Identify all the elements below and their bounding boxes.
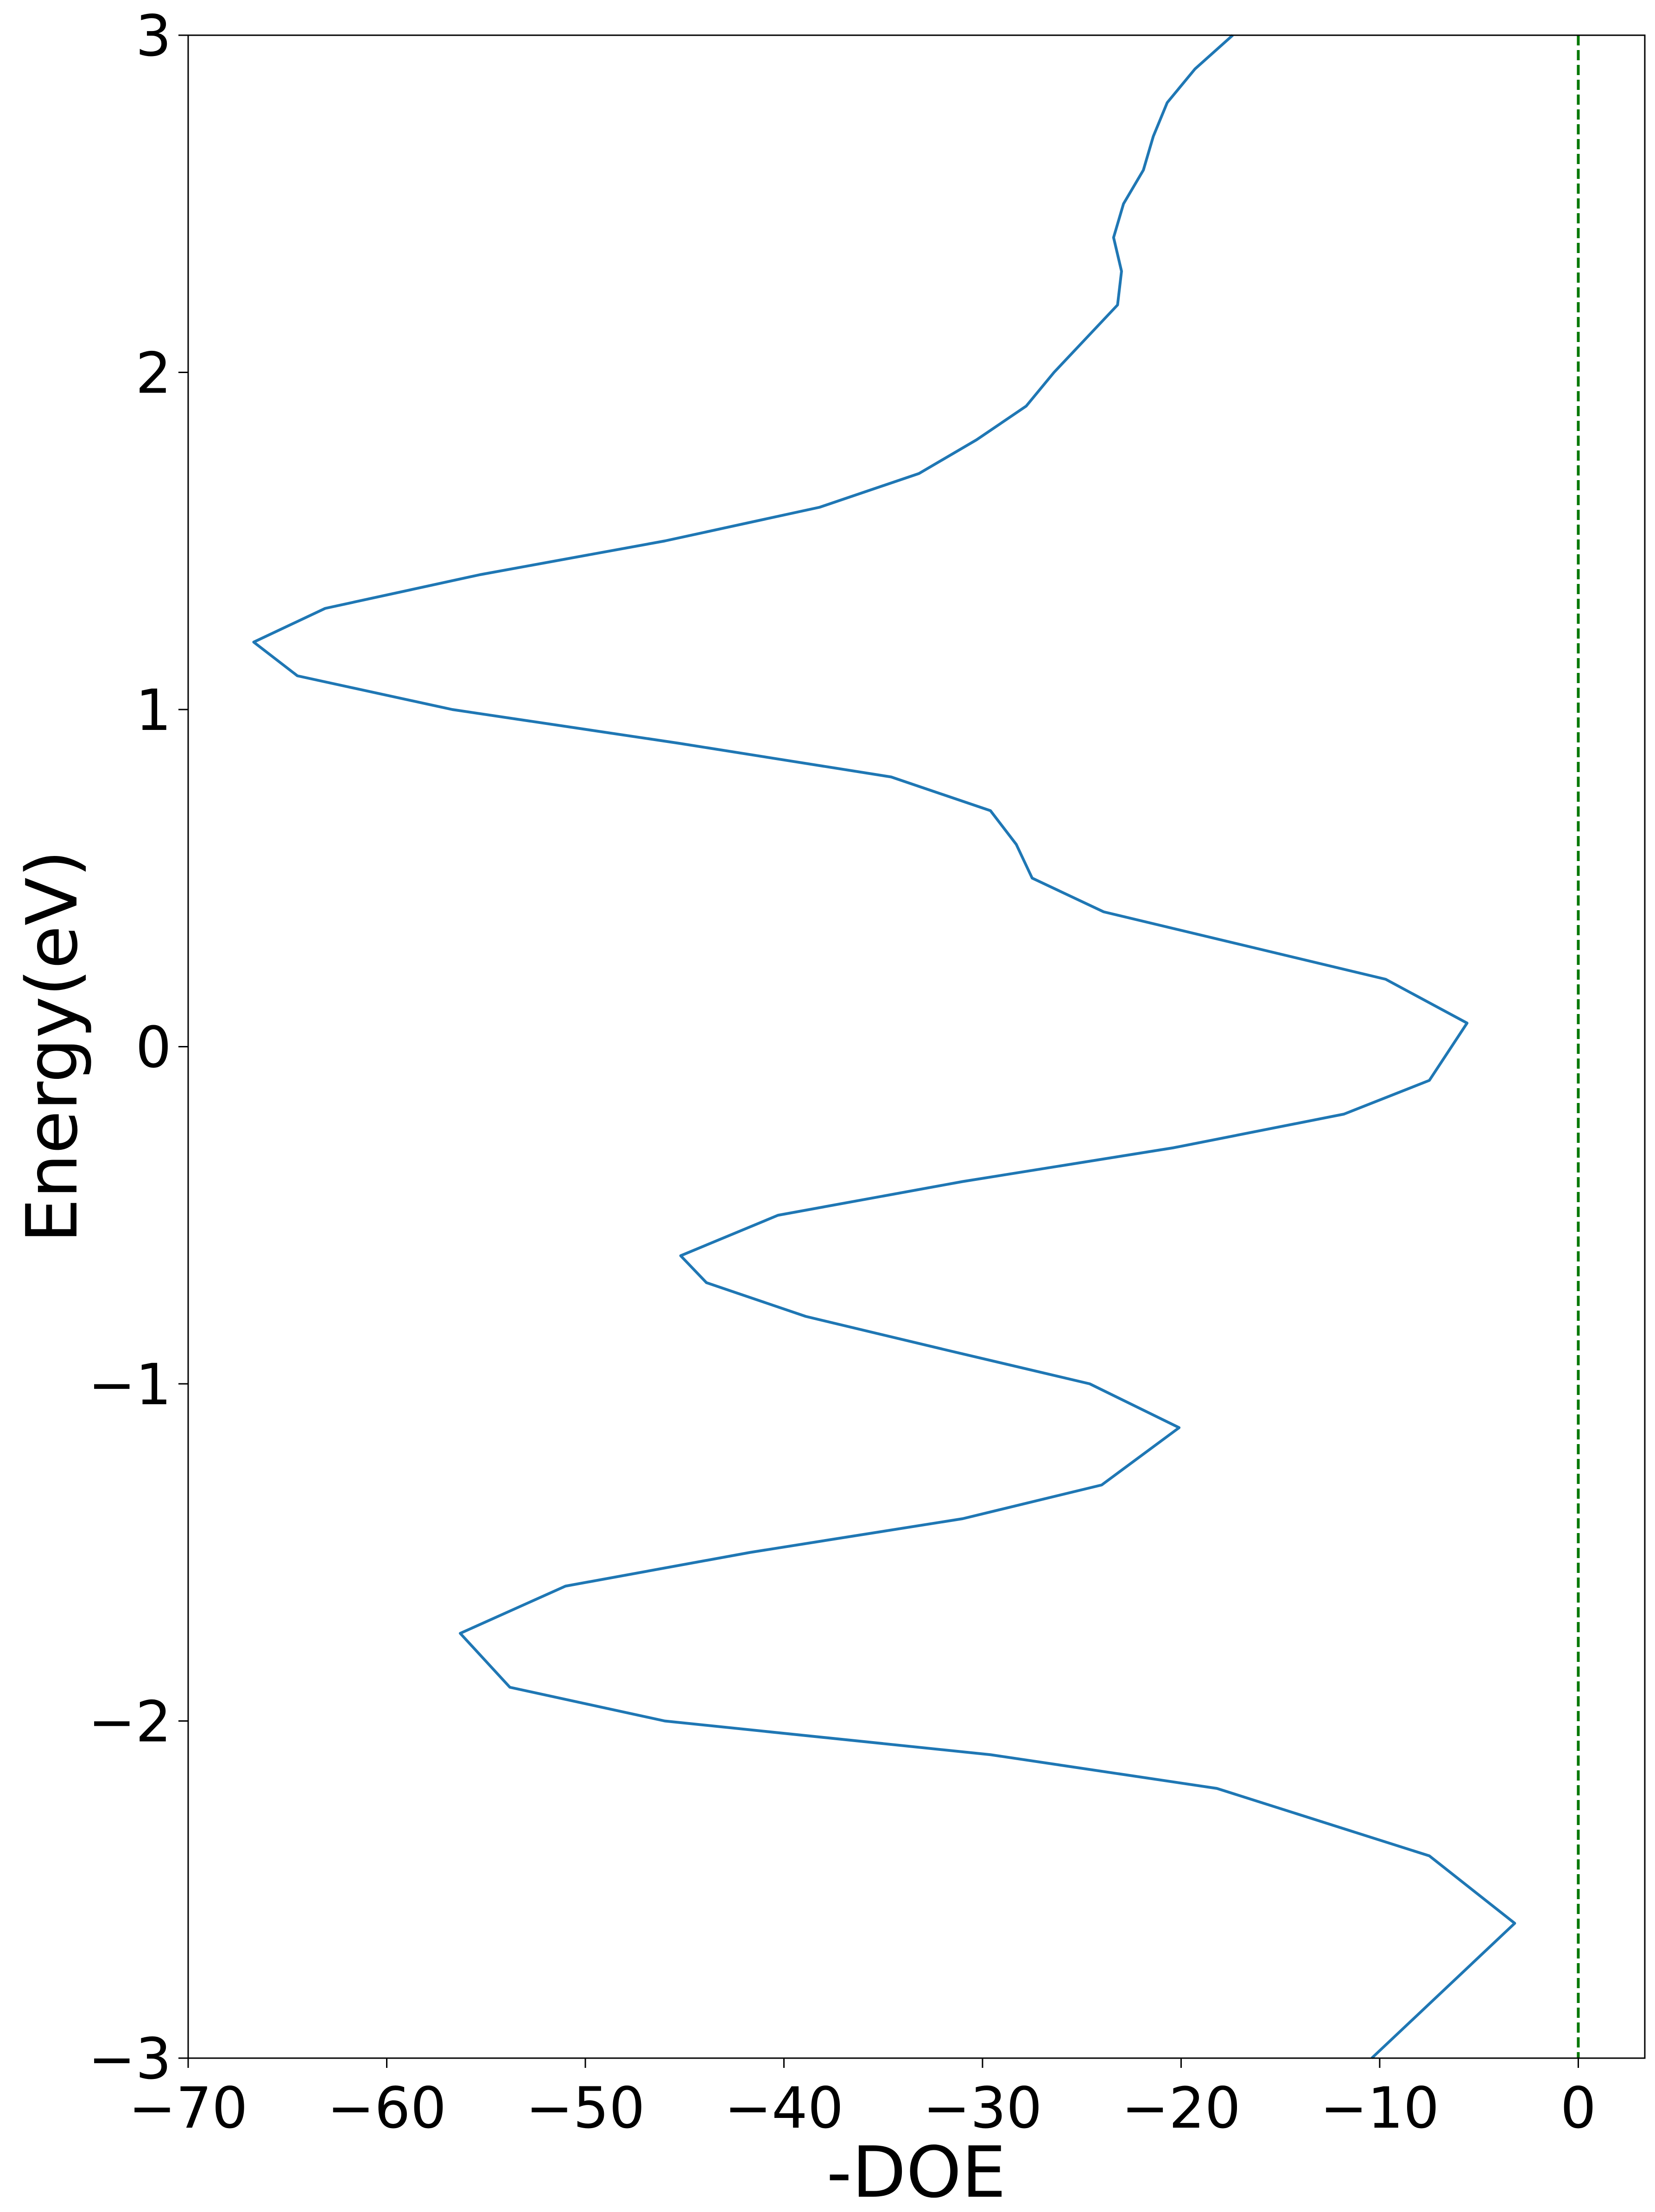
y-tick-label: −2	[88, 1689, 171, 1755]
x-tick-label: −10	[1320, 2075, 1439, 2141]
x-axis-label: -DOE	[826, 2131, 1006, 2212]
x-tick-label: 0	[1560, 2075, 1597, 2141]
y-tick-label: −1	[88, 1352, 171, 1418]
plot-frame	[187, 34, 1646, 2059]
data-line	[252, 34, 1516, 2060]
y-tick-label: −3	[88, 2026, 171, 2092]
y-tick-label: 1	[135, 678, 171, 743]
y-tick-label: 0	[135, 1015, 171, 1081]
x-tick-label: −20	[1122, 2075, 1241, 2141]
y-tick-label: 3	[135, 3, 171, 69]
x-tick-label: −60	[327, 2075, 446, 2141]
x-tick-label: −50	[526, 2075, 645, 2141]
x-tick-label: −30	[923, 2075, 1042, 2141]
x-tick-label: −40	[724, 2075, 843, 2141]
y-tick-label: 2	[135, 341, 171, 406]
x-tick-label: −70	[128, 2075, 247, 2141]
y-axis-label: Energy(eV)	[11, 850, 93, 1243]
